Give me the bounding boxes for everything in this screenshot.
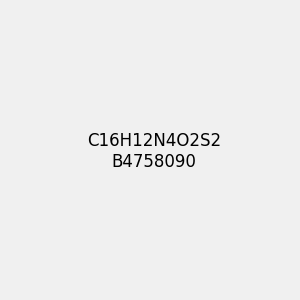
Text: C16H12N4O2S2
B4758090: C16H12N4O2S2 B4758090 [87, 132, 221, 171]
